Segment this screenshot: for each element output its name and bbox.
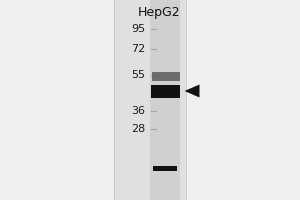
Text: 36: 36: [131, 106, 146, 116]
Text: HepG2: HepG2: [138, 6, 180, 19]
Bar: [150, 0, 180, 200]
Bar: [114, 0, 186, 200]
Bar: [153, 166, 177, 170]
Polygon shape: [184, 85, 200, 98]
Text: 28: 28: [131, 124, 146, 134]
Bar: [151, 85, 180, 98]
Bar: [152, 72, 180, 80]
Text: 55: 55: [131, 70, 146, 80]
Text: 72: 72: [131, 44, 146, 54]
Text: 95: 95: [131, 24, 146, 34]
